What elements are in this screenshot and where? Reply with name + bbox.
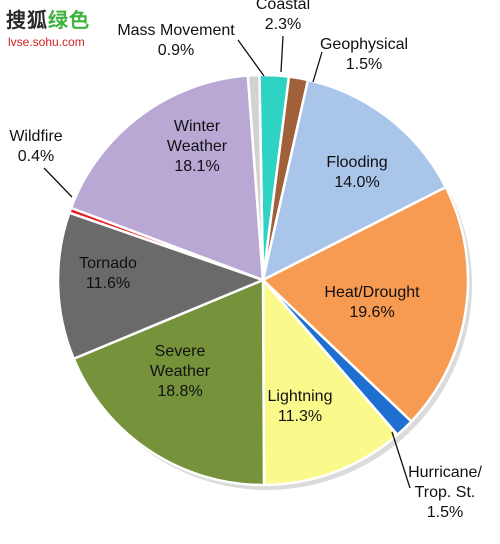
watermark-brand-black: 搜狐 xyxy=(6,8,48,32)
slice-value-hurricane-trop-st: 1.5% xyxy=(427,504,463,521)
slice-label-winter-weather-line-1: Winter xyxy=(174,118,221,135)
leader-lines xyxy=(43,35,411,489)
slice-label-tornado: Tornado xyxy=(79,255,137,272)
slice-label-winter-weather-line-2: Weather xyxy=(167,138,228,155)
slice-label-mass-movement: Mass Movement xyxy=(117,22,235,39)
pie-slices xyxy=(56,73,470,487)
leader-line-wildfire xyxy=(43,167,73,198)
slice-value-winter-weather: 18.1% xyxy=(174,158,219,175)
watermark-brand-green: 绿色 xyxy=(48,8,90,32)
leader-line-geophysical xyxy=(312,51,323,83)
slice-value-wildfire: 0.4% xyxy=(18,148,54,165)
slice-labels: Coastal 2.3% Geophysical 1.5% Flooding 14.0% H… xyxy=(9,0,482,521)
slice-value-heat-drought: 19.6% xyxy=(349,304,394,321)
watermark-url: lvse.sohu.com xyxy=(8,35,85,49)
slice-label-severe-weather-line-2: Weather xyxy=(150,363,211,380)
pie-slice-winter-weather xyxy=(69,74,265,282)
slice-value-geophysical: 1.5% xyxy=(346,56,382,73)
slice-value-mass-movement: 0.9% xyxy=(158,42,194,59)
watermark: 搜狐绿色 lvse.sohu.com xyxy=(6,4,90,49)
pie-slice-flooding xyxy=(261,78,448,282)
pie-slice-tornado xyxy=(56,211,265,361)
slice-label-heat-drought: Heat/Drought xyxy=(324,284,420,301)
slice-label-hurricane-trop-st-line-2: Trop. St. xyxy=(415,484,476,501)
leader-line-mass-movement xyxy=(237,39,265,77)
slice-value-flooding: 14.0% xyxy=(334,174,379,191)
pie-slice-lightning xyxy=(261,278,399,487)
slice-label-flooding: Flooding xyxy=(326,154,387,171)
watermark-brand: 搜狐绿色 xyxy=(6,4,90,33)
leader-line-coastal xyxy=(280,35,284,73)
pie-slice-severe-weather xyxy=(72,278,266,487)
slice-label-geophysical: Geophysical xyxy=(320,36,408,53)
slice-label-wildfire: Wildfire xyxy=(9,128,62,145)
slice-value-tornado: 11.6% xyxy=(86,275,130,292)
slice-label-coastal: Coastal xyxy=(256,0,310,13)
slice-label-lightning: Lightning xyxy=(268,388,333,405)
slice-value-coastal: 2.3% xyxy=(265,16,301,33)
pie-slice-mass-movement xyxy=(246,73,265,282)
slice-value-severe-weather: 18.8% xyxy=(157,383,202,400)
leader-line-hurricane-trop-st xyxy=(391,431,411,489)
slice-label-hurricane-trop-st-line-1: Hurricane/ xyxy=(408,464,482,481)
slice-value-lightning: 11.3% xyxy=(278,408,322,425)
slice-label-severe-weather-line-1: Severe xyxy=(155,343,206,360)
pie-slice-heat-drought xyxy=(261,185,470,423)
